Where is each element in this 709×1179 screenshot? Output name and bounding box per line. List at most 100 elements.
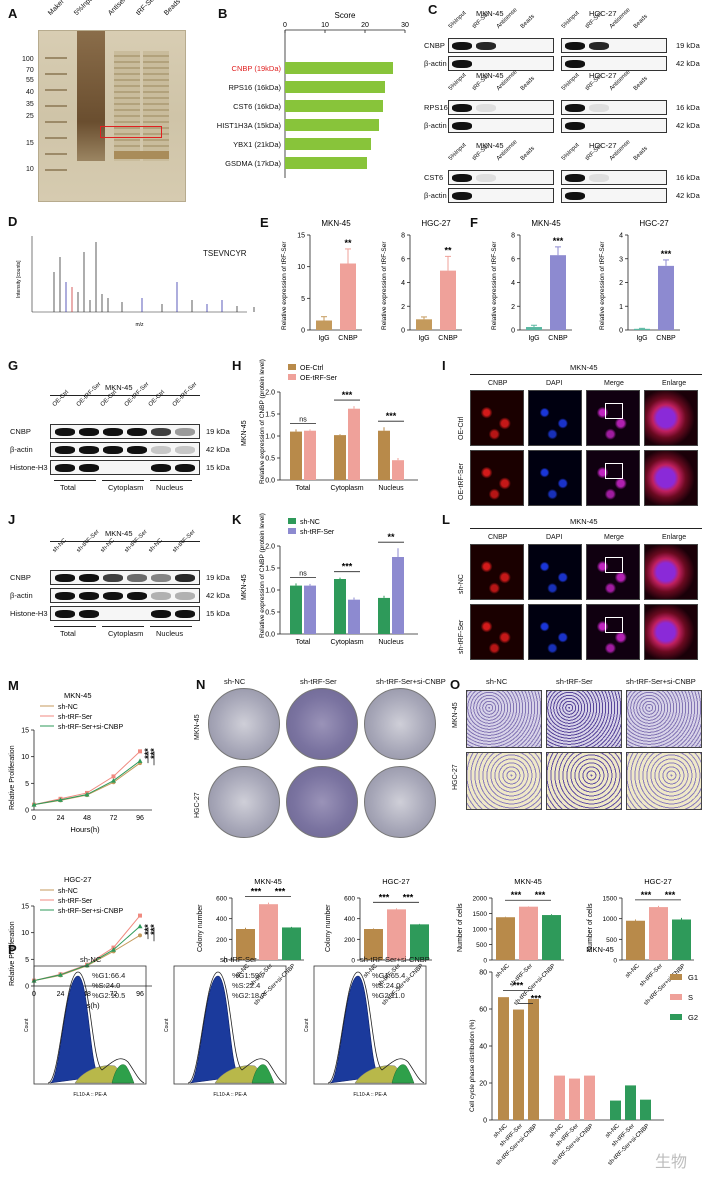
- y-tick-label: 0: [25, 984, 29, 991]
- x-tick-label: 0: [32, 815, 36, 822]
- legend-label: G1: [688, 973, 698, 982]
- blot-strip: [50, 460, 200, 475]
- group-rule: [54, 626, 96, 627]
- ladder-mark: 100: [22, 56, 34, 63]
- bar: [285, 100, 383, 112]
- significance-label: ns: [299, 416, 307, 423]
- band: [55, 592, 75, 600]
- y-tick-label: 0: [511, 328, 515, 335]
- group-rule: [54, 480, 96, 481]
- if-title: MKN-45: [570, 363, 598, 372]
- g2-peak: [251, 1064, 275, 1084]
- kda-label: 42 kDa: [206, 445, 230, 454]
- blot-row-label: β-actin: [424, 121, 447, 130]
- band: [55, 574, 75, 582]
- significance-label: ***: [553, 236, 564, 246]
- zoom-box: [605, 557, 623, 573]
- group-rule: [150, 480, 192, 481]
- x-tick-label: 96: [136, 815, 144, 822]
- band: [175, 592, 195, 600]
- watermark: 生物: [655, 1154, 688, 1171]
- blot-row-label: RPS16: [424, 103, 448, 112]
- band: [127, 446, 147, 454]
- if-column-label: Enlarge: [662, 380, 687, 387]
- band: [79, 574, 99, 582]
- data-point: [138, 933, 142, 938]
- blot-strip: [448, 100, 554, 115]
- category-label: YBX1 (21kDa): [233, 140, 281, 149]
- band: [175, 446, 195, 454]
- kda-label: 42 kDa: [676, 191, 700, 200]
- y-tick-label: 6: [511, 256, 515, 263]
- bar: [334, 435, 346, 480]
- y-tick-label: 1000: [603, 916, 618, 923]
- flow-title: sh-tRF-Ser+si-CNBP: [360, 955, 430, 964]
- y-axis-label: Count: [304, 1018, 310, 1032]
- if-image: [644, 544, 698, 600]
- y-tick-label: 20: [479, 1081, 487, 1088]
- if-image: [586, 544, 640, 600]
- band: [589, 104, 609, 112]
- if-image: [528, 604, 582, 660]
- flow-histogram: FL10-A :: PE-A Count: [164, 965, 287, 1098]
- bar: [285, 62, 393, 74]
- y-tick-label: 0: [351, 958, 355, 965]
- kda-label: 42 kDa: [676, 59, 700, 68]
- chart-title: MKN-45: [586, 945, 614, 954]
- band: [565, 122, 585, 130]
- legend-swatch: [288, 364, 296, 370]
- y-axis-label: Relative expression of tRF-Ser: [491, 241, 498, 330]
- band: [127, 574, 147, 582]
- if-image: [470, 604, 524, 660]
- y-tick-label: 3: [619, 256, 623, 263]
- if-image: [644, 450, 698, 506]
- lane-label: 5%Input: [447, 10, 468, 30]
- panel-label-m: M: [8, 678, 19, 693]
- category-label: IgG: [528, 335, 539, 342]
- kda-label: 42 kDa: [206, 591, 230, 600]
- blot-row-label: CNBP: [424, 41, 445, 50]
- lane-label: 5%Input: [560, 142, 581, 162]
- y-tick-label: 6: [401, 256, 405, 263]
- title-rule: [470, 528, 702, 529]
- x-tick-label: 20: [361, 22, 369, 29]
- band: [589, 174, 609, 182]
- category-label: CNBP: [548, 335, 568, 342]
- y-tick-label: 0.0: [265, 632, 275, 639]
- transwell-row-label: HGC-27: [452, 764, 459, 790]
- if-column-label: CNBP: [488, 380, 508, 387]
- y-axis-label: Colony number: [197, 904, 204, 952]
- band: [151, 610, 171, 618]
- fit-curve: [47, 971, 145, 1084]
- blot-title: MKN-45: [105, 383, 133, 392]
- y-tick-label: 2.0: [265, 544, 275, 551]
- y-axis-label: Relative expression of tRF-Ser: [381, 241, 388, 330]
- legend-label: sh-tRF-Ser: [58, 898, 93, 905]
- x-tick-label: 24: [57, 815, 65, 822]
- transwell-row-label: MKN-45: [452, 702, 459, 728]
- significance-label: ***: [342, 390, 353, 400]
- if-row-label: OE-Ctrl: [458, 416, 465, 440]
- bar-chart-f-hgc27: HGC-27 0 1 2 3 4 Relative expression of tRF-Se…: [599, 219, 680, 342]
- legend-label: sh-tRF-Ser: [58, 714, 93, 721]
- y-axis-label: Number of cells: [457, 903, 464, 952]
- y-axis-label: Relative expression of tRF-Ser: [281, 241, 288, 330]
- y-tick-label: 0: [613, 958, 617, 965]
- lane-label: Beads: [519, 145, 537, 162]
- y-tick-label: 15: [21, 728, 29, 735]
- x-tick-label: 72: [110, 991, 118, 998]
- data-point: [138, 913, 142, 918]
- bar: [392, 557, 404, 634]
- bar: [640, 1099, 651, 1120]
- blot-row-label: CNBP: [10, 427, 31, 436]
- y-axis-label: Cell cycle phase distribution (%): [469, 1020, 476, 1112]
- if-column-label: Enlarge: [662, 534, 687, 541]
- bar-chart-f-mkn45: MKN-45 0 2 4 6 8 Relative expression of tRF-Se…: [491, 219, 572, 342]
- blot-strip: [50, 424, 200, 439]
- blot-strip: [50, 442, 200, 457]
- y-tick-label: 400: [344, 916, 355, 923]
- y-axis-label: Relative expression of CNBP (protein lev…: [259, 513, 266, 638]
- group-rule: [150, 626, 192, 627]
- colony-dish: [286, 688, 358, 760]
